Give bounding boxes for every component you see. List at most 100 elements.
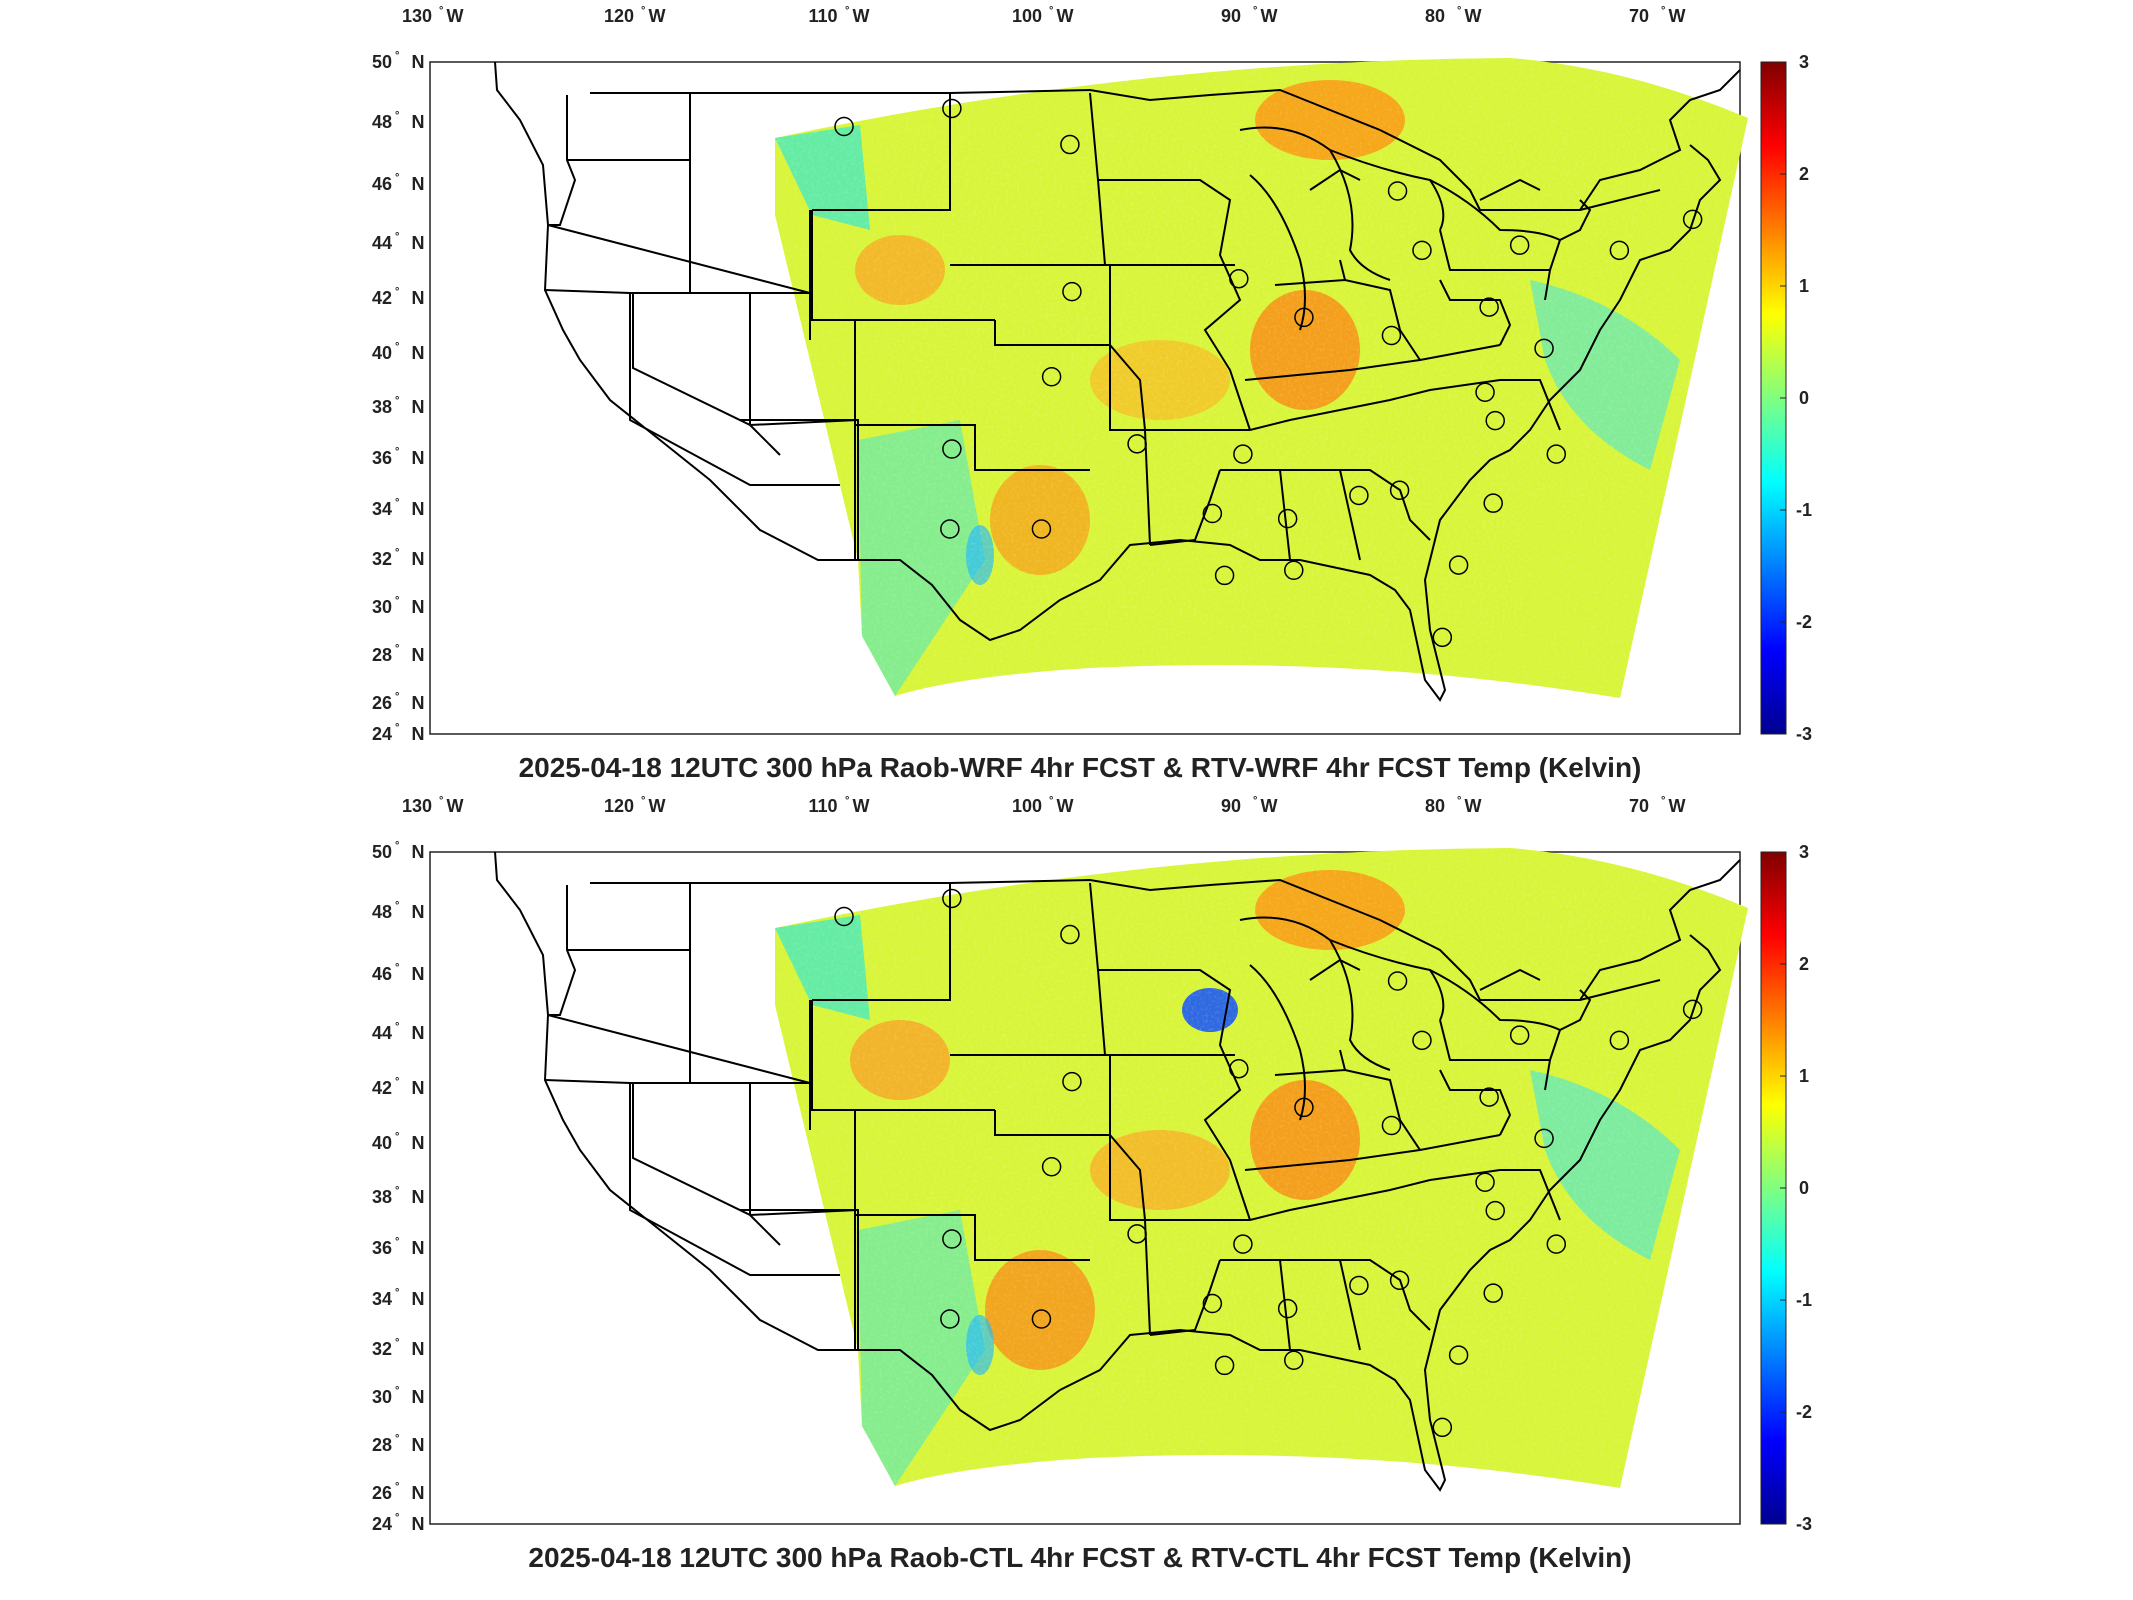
raob-station-marker (1387, 181, 1408, 201)
degree-symbol: ° (395, 547, 399, 559)
colorbar-tick-label: 2 (1799, 164, 1809, 184)
western-boundaries (544, 93, 859, 560)
colorbar-tick-label: -3 (1796, 724, 1812, 744)
raob-station-marker (1475, 1172, 1495, 1192)
longitude-tick-label: 100 (1012, 796, 1042, 816)
latitude-tick-label: 38 (372, 397, 392, 417)
raob-station-marker (1479, 1087, 1499, 1107)
latitude-tick-label: 44 (372, 233, 392, 253)
raob-station-marker (1127, 434, 1147, 454)
latitude-hemisphere-label: N (412, 1339, 425, 1359)
latitude-hemisphere-label: N (412, 597, 425, 617)
raob-station-marker (940, 519, 960, 539)
latitude-hemisphere-label: N (412, 1387, 425, 1407)
western-boundaries (544, 883, 859, 1350)
raob-station-marker (1381, 1115, 1402, 1136)
longitude-tick-label: 110 (808, 796, 837, 816)
latitude-hemisphere-label: N (412, 1483, 425, 1503)
latitude-tick-label: 48 (372, 112, 392, 132)
longitude-hemisphere-label: W (447, 796, 464, 816)
latitude-tick-label: 50 (372, 842, 392, 862)
latitude-tick-label: 34 (372, 499, 392, 519)
latitude-tick-label: 28 (372, 645, 392, 665)
latitude-hemisphere-label: N (412, 1238, 425, 1258)
raob-station-marker (1534, 338, 1554, 359)
raob-station-marker (1483, 493, 1503, 513)
raob-station-marker (834, 116, 854, 137)
latitude-hemisphere-label: N (412, 645, 425, 665)
raob-station-marker (942, 888, 962, 909)
degree-symbol: ° (395, 1337, 399, 1349)
raob-station-marker (1214, 565, 1235, 586)
latitude-tick-label: 42 (372, 1078, 392, 1098)
raob-station-marker (942, 439, 962, 459)
raob-station-marker (1233, 1234, 1253, 1254)
longitude-hemisphere-label: W (1465, 796, 1482, 816)
latitude-hemisphere-label: N (412, 448, 425, 468)
raob-station-marker (1294, 307, 1314, 328)
latitude-hemisphere-label: N (412, 1133, 425, 1153)
raob-station-marker (1349, 485, 1369, 506)
degree-symbol: ° (395, 1481, 399, 1493)
latitude-tick-label: 36 (372, 1238, 392, 1258)
degree-symbol: ° (845, 795, 849, 807)
raob-station-marker (1546, 444, 1567, 464)
latitude-hemisphere-label: N (412, 1514, 425, 1534)
degree-symbol: ° (1457, 5, 1461, 17)
latitude-tick-label: 42 (372, 288, 392, 308)
degree-symbol: ° (395, 172, 399, 184)
latitude-hemisphere-label: N (412, 842, 425, 862)
raob-station-marker (1349, 1275, 1369, 1296)
longitude-hemisphere-label: W (1057, 6, 1074, 26)
colorbar-tick-label: 0 (1799, 388, 1809, 408)
raob-station-marker (1062, 281, 1082, 302)
raob-station-marker (1412, 1030, 1432, 1051)
raob-station-marker (1479, 297, 1499, 317)
degree-symbol: ° (395, 50, 399, 62)
raob-station-marker (1284, 560, 1304, 581)
longitude-hemisphere-label: W (447, 6, 464, 26)
latitude-tick-label: 30 (372, 1387, 392, 1407)
raob-station-marker (1381, 325, 1402, 346)
degree-symbol: ° (395, 1385, 399, 1397)
degree-symbol: ° (395, 1185, 399, 1197)
degree-symbol: ° (395, 497, 399, 509)
raob-station-marker (1229, 1058, 1249, 1079)
latitude-hemisphere-label: N (412, 724, 425, 744)
raob-station-marker (1062, 1071, 1082, 1092)
degree-symbol: ° (395, 1021, 399, 1033)
colorbar-tick-label: 2 (1799, 954, 1809, 974)
longitude-tick-label: 70 (1629, 796, 1649, 816)
raob-station-marker (1031, 1309, 1052, 1329)
raob-station-marker (1387, 971, 1408, 991)
raob-station-marker (1060, 134, 1080, 155)
raob-station-marker (940, 1309, 960, 1329)
raob-station-marker (1483, 1283, 1503, 1303)
latitude-hemisphere-label: N (412, 1078, 425, 1098)
latitude-tick-label: 24 (372, 1514, 392, 1534)
raob-station-marker (1509, 235, 1530, 255)
colorbar-tick-label: -1 (1796, 1290, 1812, 1310)
colorbar-tick-label: -2 (1796, 1402, 1812, 1422)
latitude-tick-label: 46 (372, 964, 392, 984)
longitude-hemisphere-label: W (1261, 6, 1278, 26)
raob-station-marker (1432, 627, 1453, 648)
longitude-tick-label: 130 (402, 796, 432, 816)
raob-station-marker (1412, 240, 1432, 261)
degree-symbol: ° (439, 5, 443, 17)
degree-symbol: ° (439, 795, 443, 807)
longitude-tick-label: 100 (1012, 6, 1042, 26)
degree-symbol: ° (1661, 795, 1665, 807)
degree-symbol: ° (395, 595, 399, 607)
raob-station-marker (1432, 1417, 1453, 1438)
raob-station-marker (1485, 410, 1505, 431)
latitude-hemisphere-label: N (412, 174, 425, 194)
raob-station-marker (1214, 1355, 1235, 1376)
latitude-tick-label: 40 (372, 1133, 392, 1153)
degree-symbol: ° (395, 643, 399, 655)
degree-symbol: ° (1457, 795, 1461, 807)
degree-symbol: ° (395, 1131, 399, 1143)
latitude-tick-label: 38 (372, 1187, 392, 1207)
longitude-tick-label: 120 (604, 6, 634, 26)
latitude-hemisphere-label: N (412, 288, 425, 308)
